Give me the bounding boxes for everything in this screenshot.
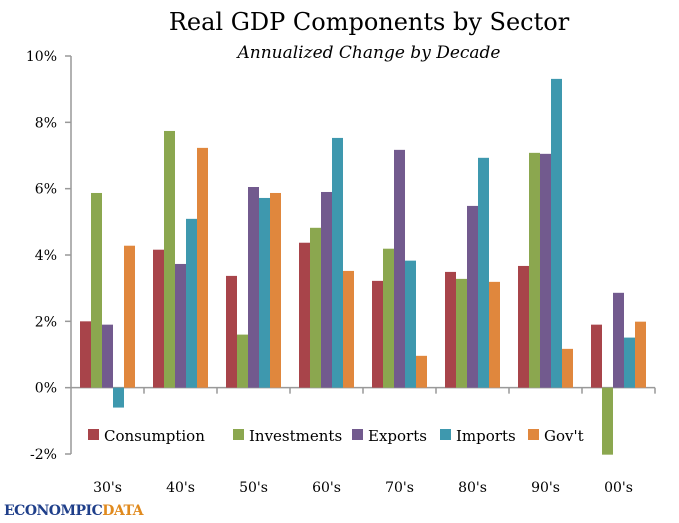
bar-imports <box>624 337 635 388</box>
bar-consumption <box>153 249 164 388</box>
bar-investments <box>310 227 321 388</box>
legend-label: Consumption <box>104 427 205 445</box>
bar-govt <box>562 348 573 388</box>
bar-exports <box>175 263 186 388</box>
bar-imports <box>259 197 270 388</box>
bar-consumption <box>80 321 91 388</box>
bar-govt <box>489 281 500 388</box>
bar-exports <box>321 191 332 388</box>
legend-label: Exports <box>368 427 427 445</box>
bar-govt <box>343 270 354 388</box>
bar-exports <box>540 153 551 388</box>
legend-swatch <box>528 429 539 440</box>
bar-consumption <box>591 324 602 388</box>
y-tick-label: 10% <box>26 49 57 65</box>
bar-investments <box>164 130 175 388</box>
bar-exports <box>248 187 259 388</box>
bar-investments <box>456 278 467 388</box>
x-tick-label: 50's <box>239 480 268 496</box>
bar-consumption <box>226 275 237 388</box>
y-tick-label: 4% <box>35 248 57 264</box>
bar-imports <box>478 157 489 388</box>
bar-govt <box>124 245 135 388</box>
bar-imports <box>405 260 416 388</box>
bar-imports <box>332 137 343 388</box>
bar-investments <box>529 152 540 388</box>
x-tick-label: 30's <box>93 480 122 496</box>
legend-swatch <box>88 429 99 440</box>
bar-investments <box>91 192 102 388</box>
bar-consumption <box>445 271 456 388</box>
bar-imports <box>186 218 197 388</box>
bar-imports <box>551 78 562 388</box>
legend-label: Imports <box>456 427 516 445</box>
chart-subtitle: Annualized Change by Decade <box>235 43 500 63</box>
bar-investments <box>237 334 248 388</box>
legend-label: Investments <box>249 427 342 445</box>
legend-swatch <box>352 429 363 440</box>
bar-exports <box>102 324 113 388</box>
bar-exports <box>613 292 624 388</box>
x-tick-label: 00's <box>604 480 633 496</box>
legend-swatch <box>233 429 244 440</box>
legend-label: Gov't <box>544 427 584 445</box>
legend-swatch <box>440 429 451 440</box>
bar-govt <box>197 147 208 388</box>
bar-govt <box>635 321 646 388</box>
bar-investments <box>602 387 613 455</box>
y-tick-label: 0% <box>35 381 57 397</box>
y-tick-label: 2% <box>35 314 57 330</box>
bar-govt <box>270 192 281 388</box>
x-tick-label: 70's <box>385 480 414 496</box>
chart-title: Real GDP Components by Sector <box>169 8 570 36</box>
bar-exports <box>467 205 478 388</box>
y-tick-label: -2% <box>30 447 57 463</box>
y-tick-label: 6% <box>35 182 57 198</box>
bar-exports <box>394 149 405 388</box>
economicdata-logo: ECONOMPICDATA <box>4 503 143 519</box>
bar-consumption <box>518 265 529 388</box>
bar-consumption <box>372 280 383 388</box>
y-tick-label: 8% <box>35 115 57 131</box>
x-tick-label: 80's <box>458 480 487 496</box>
bar-investments <box>383 248 394 388</box>
x-tick-label: 40's <box>166 480 195 496</box>
bar-consumption <box>299 242 310 388</box>
x-tick-label: 60's <box>312 480 341 496</box>
bar-imports <box>113 387 124 408</box>
bar-govt <box>416 355 427 388</box>
x-tick-label: 90's <box>531 480 560 496</box>
